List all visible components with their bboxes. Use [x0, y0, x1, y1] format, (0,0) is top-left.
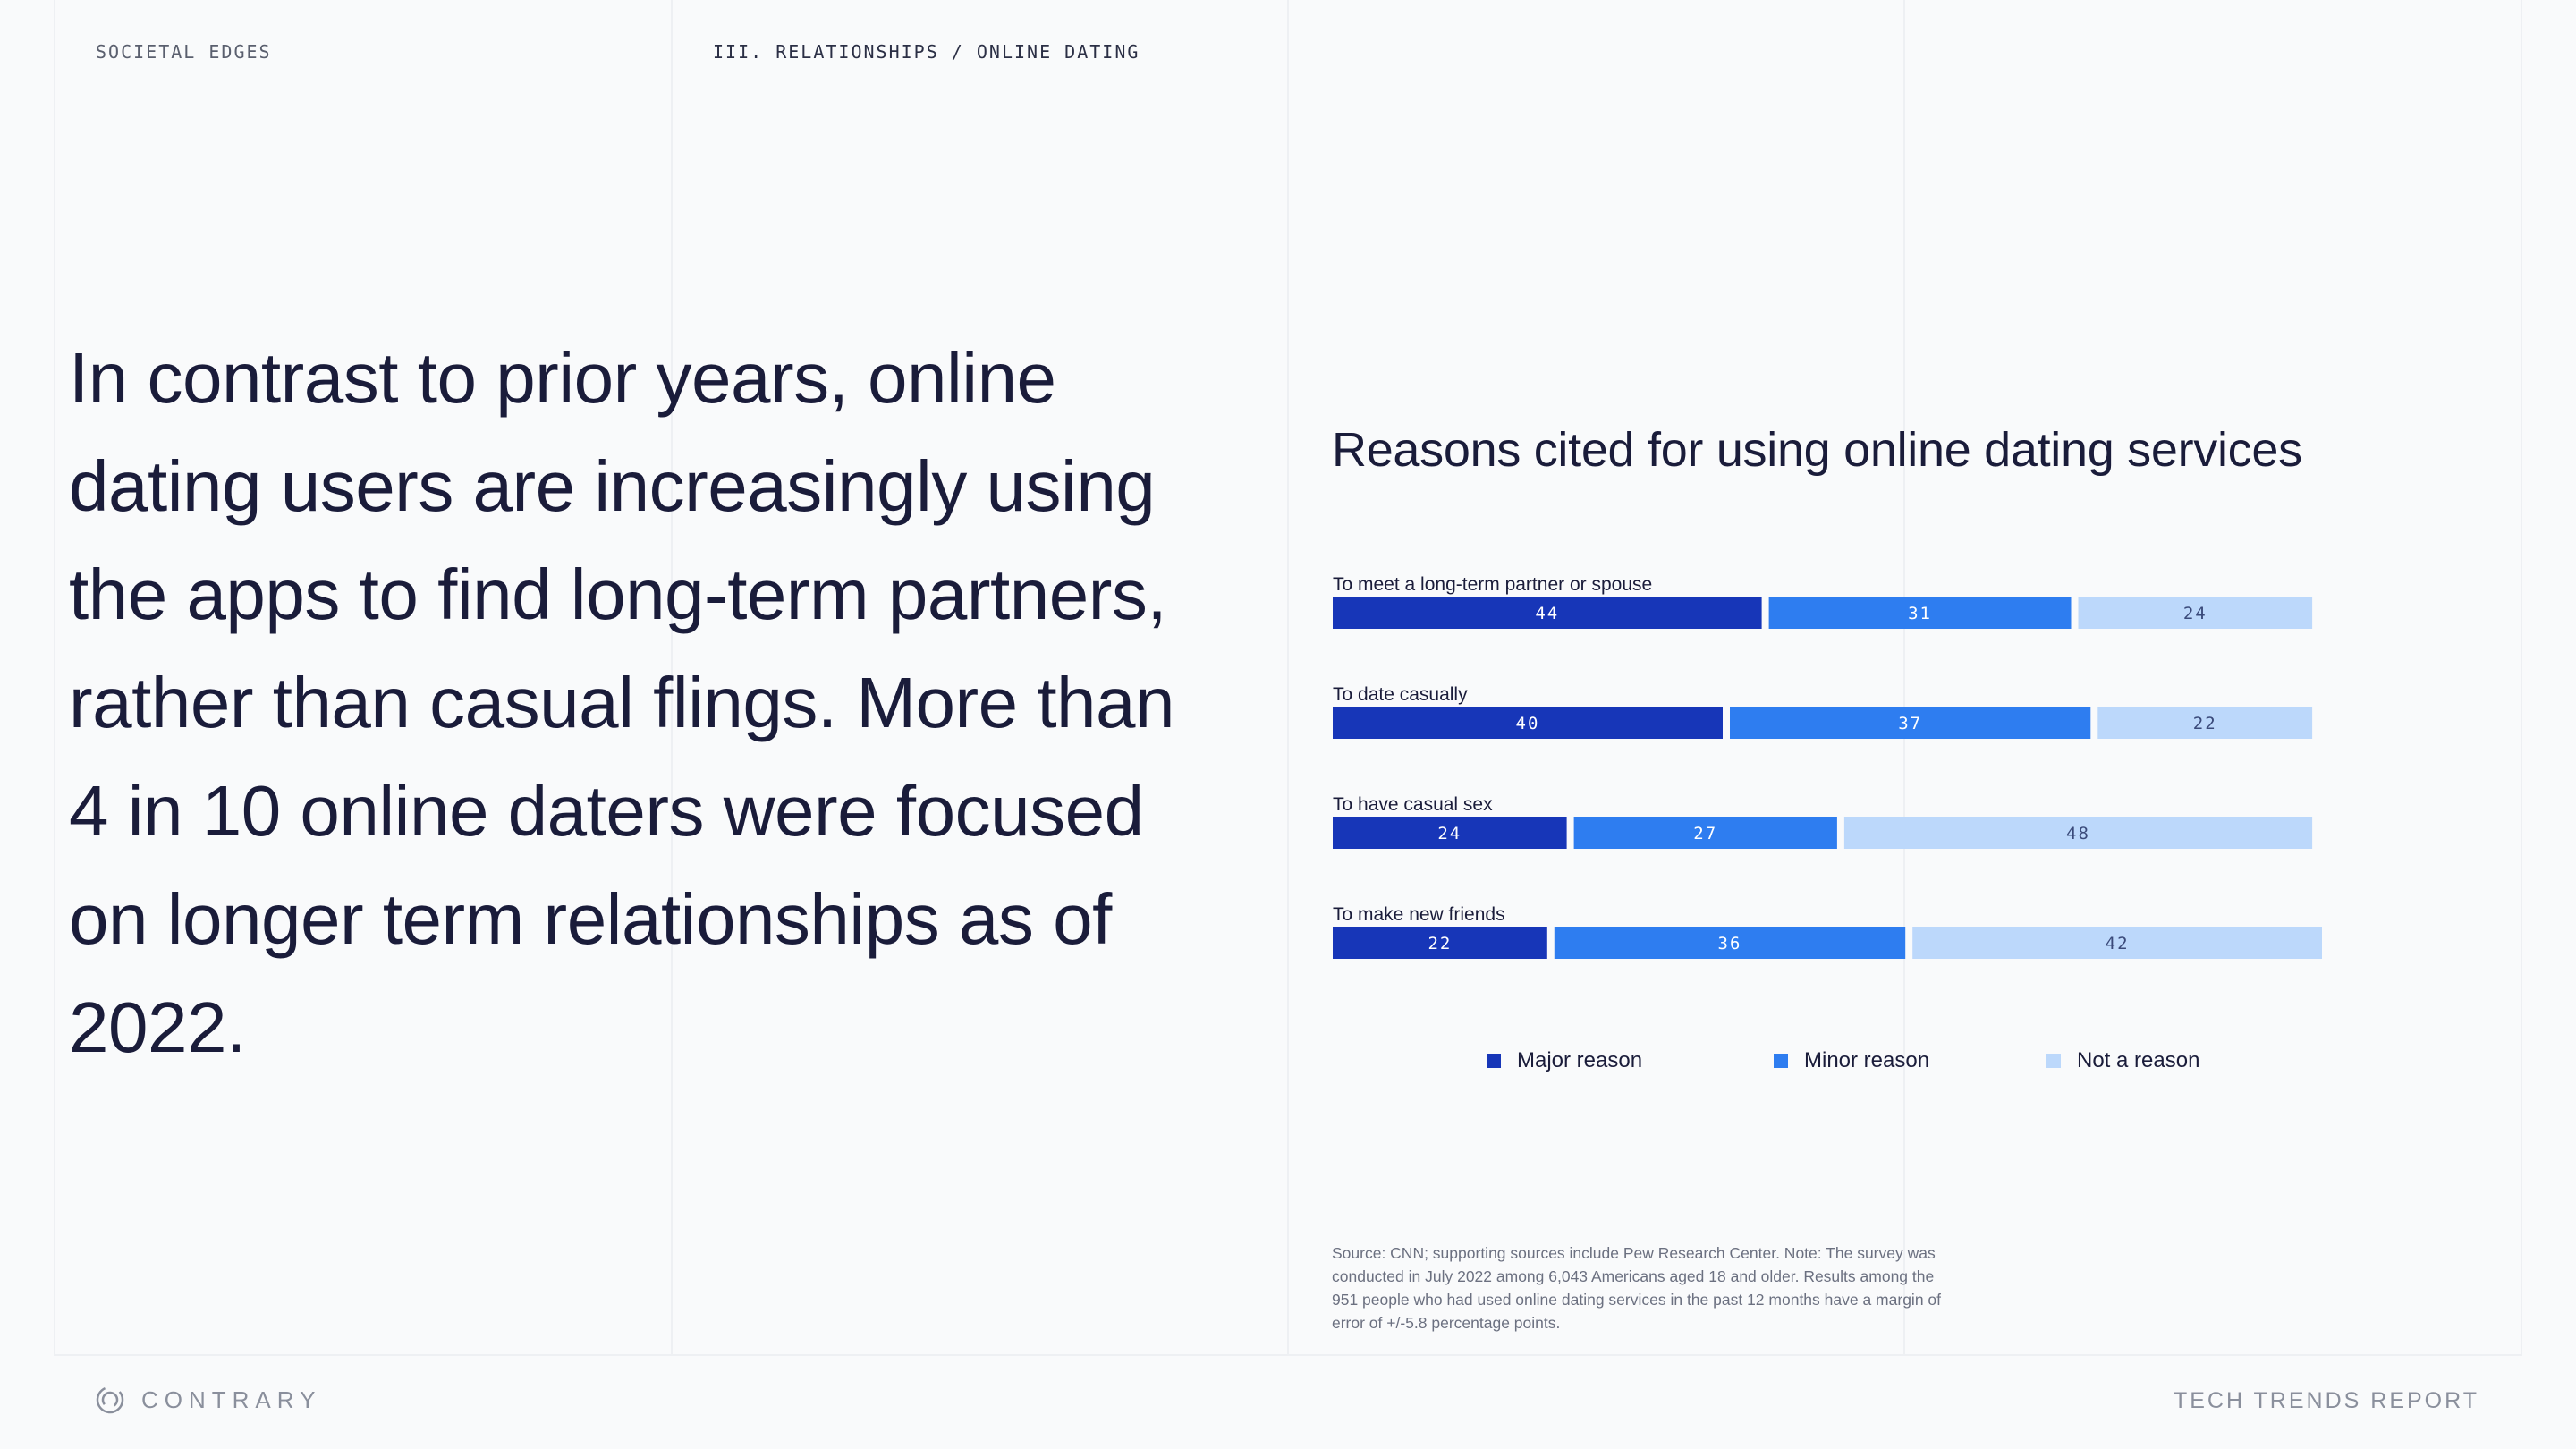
legend-label: Not a reason [2077, 1048, 2200, 1072]
legend-item: Not a reason [2046, 1048, 2199, 1073]
legend-item: Minor reason [1774, 1048, 1929, 1073]
legend-swatch [1774, 1054, 1788, 1068]
headline: In contrast to prior years, online datin… [69, 338, 1175, 1067]
bar-value-label: 22 [2193, 714, 2217, 733]
bar-value-label: 48 [2066, 824, 2090, 843]
bar-value-label: 36 [1718, 934, 1742, 953]
category-label: To have casual sex [1333, 794, 1493, 815]
bar-value-label: 27 [1693, 824, 1717, 843]
bar-segment [1333, 927, 1547, 959]
footer-report-title: TECH TRENDS REPORT [2173, 1388, 2479, 1413]
legend-swatch [1487, 1054, 1501, 1068]
chart-title: Reasons cited for using online dating se… [1332, 423, 2302, 477]
section-label: SOCIETAL EDGES [96, 41, 272, 63]
bar-segment [1912, 927, 2322, 959]
grid-line [1287, 0, 1289, 1356]
footer-divider [54, 1354, 2522, 1356]
category-label: To date casually [1333, 684, 1468, 705]
grid-line [54, 0, 55, 1356]
bar-segment [1573, 817, 1837, 849]
category-label: To make new friends [1333, 904, 1505, 925]
footer-brand[interactable]: CONTRARY [95, 1385, 321, 1415]
category-label: To meet a long-term partner or spouse [1333, 574, 1652, 595]
bar-segment [2078, 597, 2313, 629]
bar-segment [1333, 597, 1762, 629]
bar-value-label: 44 [1535, 604, 1559, 623]
bar-value-label: 22 [1428, 934, 1452, 953]
bar-value-label: 24 [2183, 604, 2207, 623]
legend-swatch [2046, 1054, 2061, 1068]
bar-segment [1843, 817, 2313, 849]
bar-segment [1768, 597, 2072, 629]
grid-line [671, 0, 673, 1356]
bar-value-label: 40 [1516, 714, 1540, 733]
bar-segment [2097, 707, 2313, 739]
bar-segment [1730, 707, 2091, 739]
grid-line [1903, 0, 1905, 1356]
bar-segment [1554, 927, 1906, 959]
bar-value-label: 37 [1898, 714, 1922, 733]
chart-legend: Major reason Minor reason Not a reason [0, 1048, 2576, 1084]
breadcrumb: III. RELATIONSHIPS / ONLINE DATING [713, 41, 1140, 63]
bar-segment [1333, 707, 1723, 739]
bar-value-label: 31 [1908, 604, 1932, 623]
grid-line [2521, 0, 2522, 1356]
bar-value-label: 24 [1437, 824, 1462, 843]
legend-item: Major reason [1487, 1048, 1642, 1073]
legend-label: Major reason [1517, 1048, 1643, 1072]
bar-value-label: 42 [2106, 934, 2130, 953]
source-note: Source: CNN; supporting sources include … [1332, 1244, 1942, 1332]
bar-segment [1333, 817, 1567, 849]
legend-label: Minor reason [1804, 1048, 1930, 1072]
contrary-logo-icon [96, 1385, 124, 1414]
footer-brand-name: CONTRARY [141, 1385, 322, 1413]
